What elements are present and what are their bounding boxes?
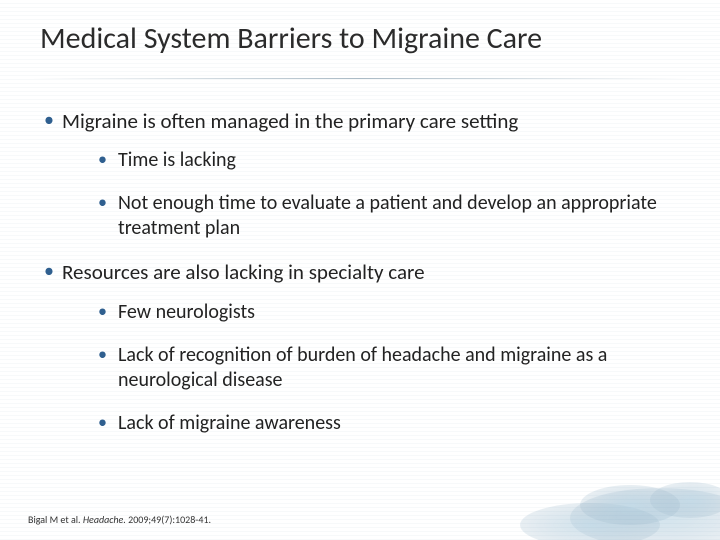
bullet-text: Resources are also lacking in specialty … [62,259,425,285]
content-area: Migraine is often managed in the primary… [40,108,672,454]
bullet-item: Migraine is often managed in the primary… [40,108,672,241]
citation-details: 2009;49(7):1028-41. [128,513,211,526]
sub-bullet-list: Few neurologists Lack of recognition of … [62,300,672,436]
title-divider [32,78,688,79]
slide-title: Medical System Barriers to Migraine Care [40,22,680,57]
sub-bullet-item: Time is lacking [96,148,672,173]
sub-bullet-item: Few neurologists [96,300,672,325]
citation: Bigal M et al. Headache. 2009;49(7):1028… [28,513,211,526]
bullet-list: Migraine is often managed in the primary… [40,108,672,436]
decorative-cloud-icon [460,440,720,540]
citation-authors: Bigal M et al. [28,513,81,526]
sub-bullet-list: Time is lacking Not enough time to evalu… [62,148,672,241]
sub-bullet-item: Lack of migraine awareness [96,411,672,436]
bullet-text: Migraine is often managed in the primary… [62,108,518,134]
bullet-item: Resources are also lacking in specialty … [40,259,672,435]
sub-bullet-item: Not enough time to evaluate a patient an… [96,191,672,241]
sub-bullet-item: Lack of recognition of burden of headach… [96,343,672,393]
citation-journal: Headache. [83,513,126,526]
slide: Medical System Barriers to Migraine Care… [0,0,720,540]
